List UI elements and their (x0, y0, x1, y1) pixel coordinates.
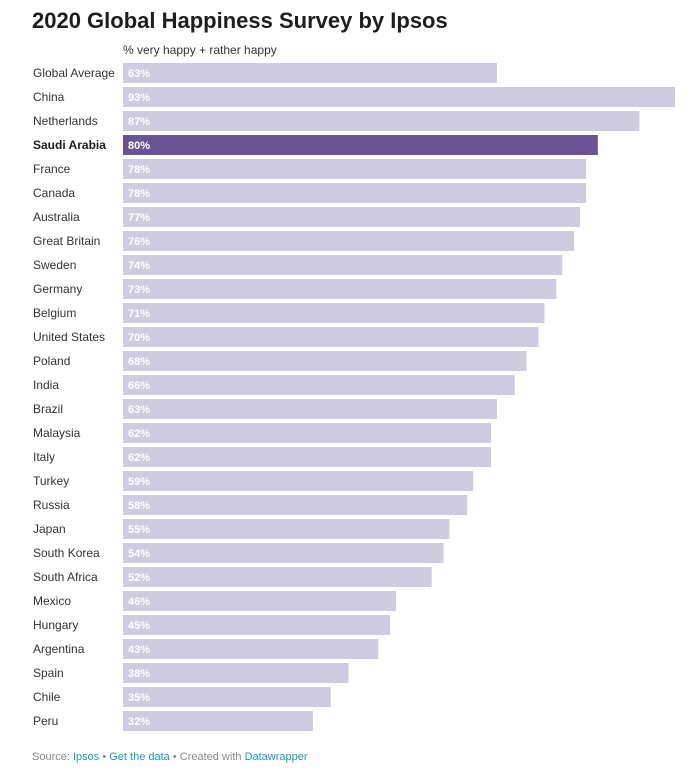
value-label-saudi-arabia: 80% (128, 140, 150, 152)
category-label-australia: Australia (33, 210, 80, 224)
bar-china (123, 87, 675, 107)
created-with-label: • Created with (169, 751, 245, 763)
category-label-south-africa: South Africa (33, 570, 98, 584)
category-label-spain: Spain (33, 666, 64, 680)
bar-italy (123, 447, 491, 467)
bar-spain (123, 663, 349, 683)
category-label-united-states: United States (33, 330, 105, 344)
value-label-argentina: 43% (128, 644, 150, 656)
value-label-united-states: 70% (128, 332, 150, 344)
category-label-sweden: Sweden (33, 258, 76, 272)
value-label-sweden: 74% (128, 260, 150, 272)
value-label-france: 78% (128, 164, 150, 176)
source-link[interactable]: Ipsos (72, 751, 100, 763)
chart-title: 2020 Global Happiness Survey by Ipsos (32, 8, 448, 33)
source-label: Source: (32, 751, 73, 763)
value-label-canada: 78% (128, 188, 150, 200)
bar-japan (123, 519, 450, 539)
category-label-russia: Russia (33, 498, 70, 512)
bar-russia (123, 495, 468, 515)
category-label-argentina: Argentina (33, 642, 85, 656)
datawrapper-link[interactable]: Datawrapper (244, 751, 308, 763)
value-label-brazil: 63% (128, 404, 150, 416)
bar-turkey (123, 471, 474, 491)
bar-peru (123, 711, 313, 731)
value-label-spain: 38% (128, 668, 150, 680)
category-label-india: India (33, 378, 59, 392)
value-label-chile: 35% (128, 692, 150, 704)
column-header: % very happy + rather happy (123, 43, 277, 57)
bar-south-korea (123, 543, 444, 563)
value-label-china: 93% (128, 92, 150, 104)
category-label-germany: Germany (33, 282, 82, 296)
category-label-canada: Canada (33, 186, 75, 200)
category-label-south-korea: South Korea (33, 546, 100, 560)
category-label-saudi-arabia: Saudi Arabia (33, 138, 106, 152)
value-label-hungary: 45% (128, 620, 150, 632)
category-label-chile: Chile (33, 690, 61, 704)
bar-brazil (123, 399, 497, 419)
value-label-great-britain: 76% (128, 236, 150, 248)
bar-france (123, 159, 586, 179)
bar-canada (123, 183, 586, 203)
bar-great-britain (123, 231, 575, 251)
value-label-japan: 55% (128, 524, 150, 536)
bar-netherlands (123, 111, 640, 131)
value-label-germany: 73% (128, 284, 150, 296)
category-label-italy: Italy (33, 450, 55, 464)
get-data-link[interactable]: Get the data (109, 751, 170, 763)
bar-belgium (123, 303, 545, 323)
category-label-global-average: Global Average (33, 66, 115, 80)
category-label-japan: Japan (33, 522, 66, 536)
bar-south-africa (123, 567, 432, 587)
category-label-mexico: Mexico (33, 594, 71, 608)
category-label-belgium: Belgium (33, 306, 76, 320)
value-label-russia: 58% (128, 500, 150, 512)
category-label-china: China (33, 90, 65, 104)
value-label-mexico: 46% (128, 596, 150, 608)
value-label-turkey: 59% (128, 476, 150, 488)
category-label-turkey: Turkey (33, 474, 69, 488)
value-label-south-africa: 52% (128, 572, 150, 584)
bar-mexico (123, 591, 397, 611)
category-label-brazil: Brazil (33, 402, 63, 416)
value-label-netherlands: 87% (128, 116, 150, 128)
bar-saudi-arabia (123, 135, 598, 155)
value-label-poland: 68% (128, 356, 150, 368)
bar-chile (123, 687, 331, 707)
bar-poland (123, 351, 527, 371)
value-label-south-korea: 54% (128, 548, 150, 560)
category-label-france: France (33, 162, 71, 176)
bar-germany (123, 279, 557, 299)
value-label-australia: 77% (128, 212, 150, 224)
value-label-belgium: 71% (128, 308, 150, 320)
bar-india (123, 375, 515, 395)
bar-united-states (123, 327, 539, 347)
bar-australia (123, 207, 581, 227)
bar-global-average (123, 63, 497, 83)
bar-hungary (123, 615, 391, 635)
value-label-malaysia: 62% (128, 428, 150, 440)
value-label-peru: 32% (128, 716, 150, 728)
bar-malaysia (123, 423, 491, 443)
category-label-great-britain: Great Britain (33, 234, 100, 248)
category-label-netherlands: Netherlands (33, 114, 98, 128)
bar-chart: Global Average 63% China 93% Netherlands 87% S… (33, 63, 675, 731)
category-label-poland: Poland (33, 354, 70, 368)
category-label-hungary: Hungary (33, 618, 78, 632)
value-label-india: 66% (128, 380, 150, 392)
bar-sweden (123, 255, 563, 275)
bar-argentina (123, 639, 379, 659)
value-label-global-average: 63% (128, 68, 150, 80)
footer-separator: • (99, 751, 110, 763)
category-label-peru: Peru (33, 714, 58, 728)
category-label-malaysia: Malaysia (33, 426, 81, 440)
footer: Source: Ipsos • Get the data • Created w… (32, 751, 308, 763)
value-label-italy: 62% (128, 452, 150, 464)
